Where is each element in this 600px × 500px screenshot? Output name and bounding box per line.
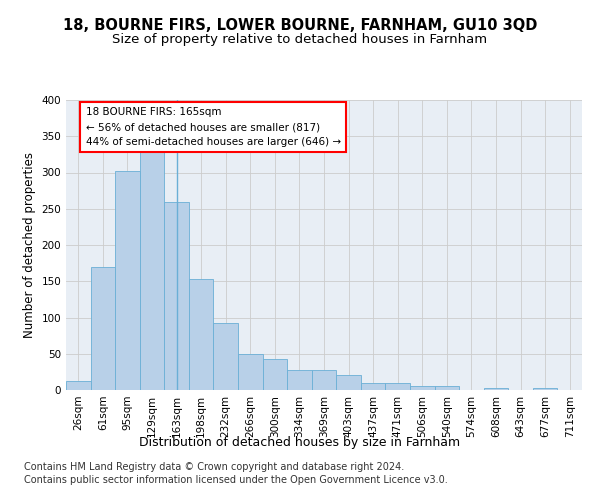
Bar <box>287 370 312 390</box>
Text: Size of property relative to detached houses in Farnham: Size of property relative to detached ho… <box>112 32 488 46</box>
Bar <box>140 152 164 390</box>
Bar <box>115 171 140 390</box>
Text: 18 BOURNE FIRS: 165sqm
← 56% of detached houses are smaller (817)
44% of semi-de: 18 BOURNE FIRS: 165sqm ← 56% of detached… <box>86 108 341 147</box>
Text: Distribution of detached houses by size in Farnham: Distribution of detached houses by size … <box>139 436 461 449</box>
Bar <box>533 388 557 390</box>
Text: Contains HM Land Registry data © Crown copyright and database right 2024.: Contains HM Land Registry data © Crown c… <box>24 462 404 472</box>
Bar <box>484 388 508 390</box>
Bar <box>361 383 385 390</box>
Bar <box>164 202 189 390</box>
Bar <box>385 383 410 390</box>
Bar <box>263 359 287 390</box>
Bar <box>214 324 238 390</box>
Bar <box>434 386 459 390</box>
Text: Contains public sector information licensed under the Open Government Licence v3: Contains public sector information licen… <box>24 475 448 485</box>
Bar <box>410 386 434 390</box>
Bar <box>312 370 336 390</box>
Bar <box>336 375 361 390</box>
Bar <box>66 382 91 390</box>
Text: 18, BOURNE FIRS, LOWER BOURNE, FARNHAM, GU10 3QD: 18, BOURNE FIRS, LOWER BOURNE, FARNHAM, … <box>63 18 537 32</box>
Bar <box>189 279 214 390</box>
Bar <box>238 354 263 390</box>
Bar <box>91 267 115 390</box>
Y-axis label: Number of detached properties: Number of detached properties <box>23 152 36 338</box>
